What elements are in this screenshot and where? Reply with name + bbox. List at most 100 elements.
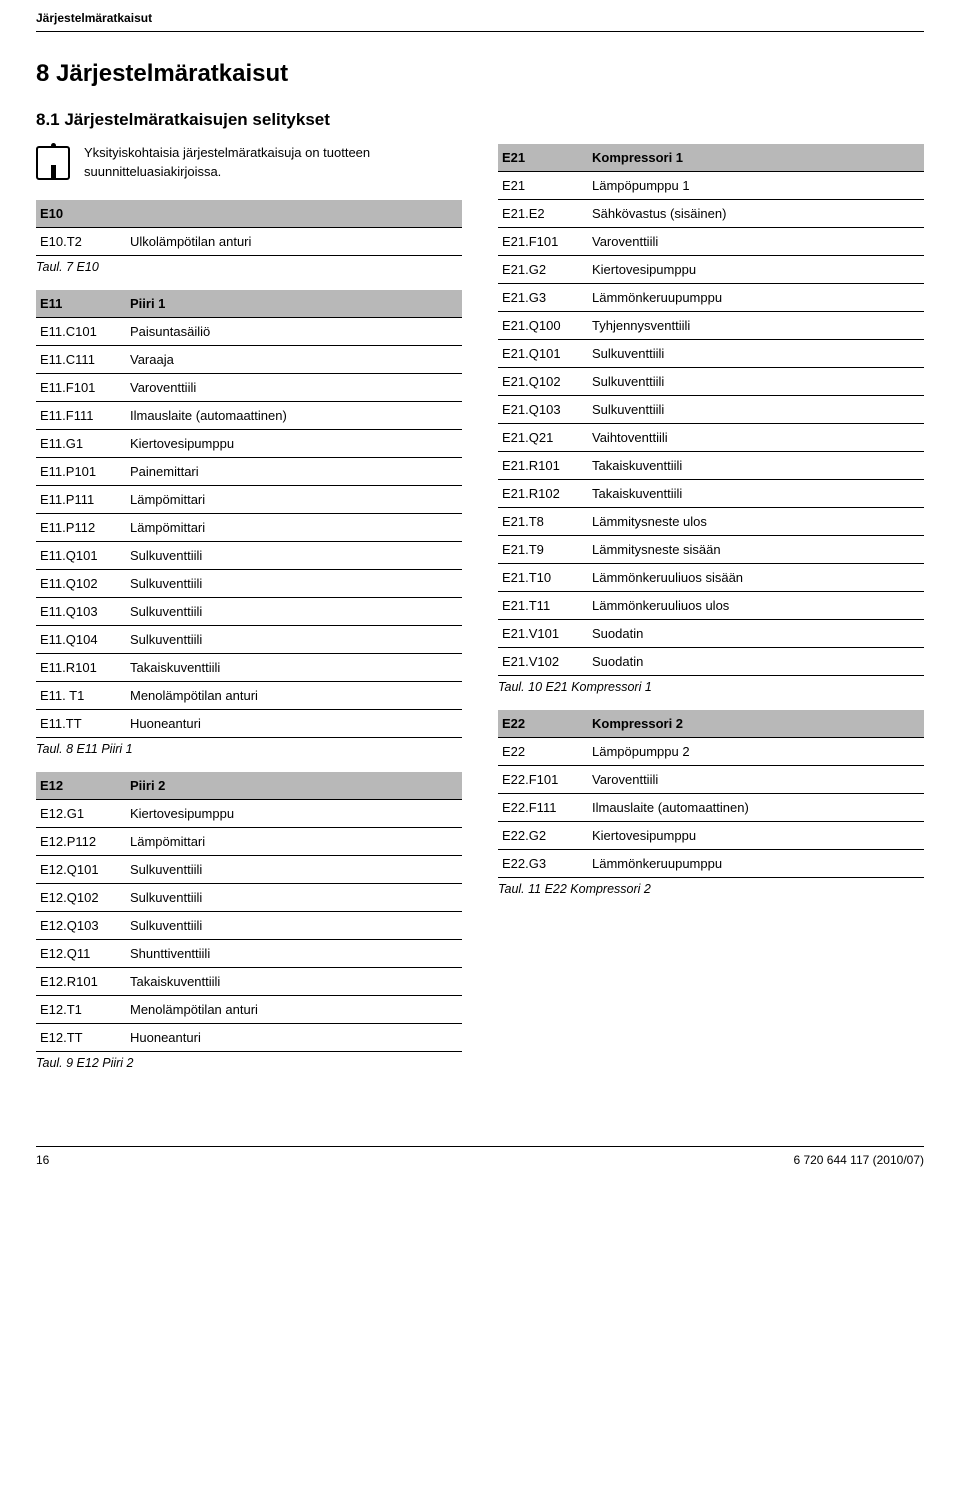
info-text: Yksityiskohtaisia järjestelmäratkaisuja … — [84, 144, 462, 182]
table-cell: E21.G2 — [498, 256, 588, 284]
table-row: E11.F101Varoventtiili — [36, 373, 462, 401]
table-cell: Varaaja — [126, 345, 462, 373]
table-header-row: E22Kompressori 2 — [498, 710, 924, 738]
table-cell: Lämmönkeruupumppu — [588, 284, 924, 312]
table-cell: E11.C111 — [36, 345, 126, 373]
content-columns: Yksityiskohtaisia järjestelmäratkaisuja … — [36, 144, 924, 1086]
table-row: E10.T2 Ulkolämpötilan anturi — [36, 227, 462, 255]
table-row: E11.P101Painemittari — [36, 457, 462, 485]
table-header-cell: E11 — [36, 290, 126, 318]
table-cell: E11.P112 — [36, 513, 126, 541]
table-cell: Varoventtiili — [588, 228, 924, 256]
table-cell: Suodatin — [588, 620, 924, 648]
table-cell: E12.TT — [36, 1023, 126, 1051]
table-cell: E21.V102 — [498, 648, 588, 676]
table-cell: E12.R101 — [36, 967, 126, 995]
table-header-cell: Kompressori 2 — [588, 710, 924, 738]
table-cell: E21.V101 — [498, 620, 588, 648]
table-header-cell: E10 — [36, 200, 126, 228]
table-caption: Taul. 7 E10 — [36, 260, 462, 274]
table-cell: E21.Q100 — [498, 312, 588, 340]
table-cell: E21.T9 — [498, 536, 588, 564]
table-cell: E12.Q11 — [36, 939, 126, 967]
table-cell: E10.T2 — [36, 227, 126, 255]
table-cell: Kiertovesipumppu — [588, 822, 924, 850]
table-cell: Kiertovesipumppu — [588, 256, 924, 284]
table-cell: Lämmönkeruuliuos sisään — [588, 564, 924, 592]
table-cell: Varoventtiili — [126, 373, 462, 401]
table-cell: Takaiskuventtiili — [126, 653, 462, 681]
table-cell: E11.Q104 — [36, 625, 126, 653]
table-cell: E21.T11 — [498, 592, 588, 620]
table-cell: E11.TT — [36, 709, 126, 737]
table-row: E21.V102Suodatin — [498, 648, 924, 676]
info-icon — [36, 146, 70, 180]
table-cell: Menolämpötilan anturi — [126, 995, 462, 1023]
table-cell: Kiertovesipumppu — [126, 429, 462, 457]
table-row: E21Lämpöpumppu 1 — [498, 172, 924, 200]
table-row: E21.Q103Sulkuventtiili — [498, 396, 924, 424]
table-cell: E21.Q102 — [498, 368, 588, 396]
table-header-cell: E21 — [498, 144, 588, 172]
table-row: E12.Q101Sulkuventtiili — [36, 855, 462, 883]
table-cell: Lämpömittari — [126, 513, 462, 541]
heading-1: 8 Järjestelmäratkaisut — [36, 60, 924, 88]
table-e10-block: E10 E10.T2 Ulkolämpötilan anturi Taul. 7… — [36, 200, 462, 274]
table-caption: Taul. 9 E12 Piiri 2 — [36, 1056, 462, 1070]
table-row: E22.G2Kiertovesipumppu — [498, 822, 924, 850]
table-row: E11.Q103Sulkuventtiili — [36, 597, 462, 625]
table-cell: Sulkuventtiili — [126, 569, 462, 597]
table-row: E12.Q103Sulkuventtiili — [36, 911, 462, 939]
table-row: E11.C101Paisuntasäiliö — [36, 317, 462, 345]
page: Järjestelmäratkaisut 8 Järjestelmäratkai… — [0, 0, 960, 1191]
table-caption: Taul. 11 E22 Kompressori 2 — [498, 882, 924, 896]
table-cell: Sulkuventtiili — [126, 911, 462, 939]
table-cell: E11.Q101 — [36, 541, 126, 569]
table-row: E11.Q104Sulkuventtiili — [36, 625, 462, 653]
table-cell: E21.F101 — [498, 228, 588, 256]
table-cell: Takaiskuventtiili — [588, 480, 924, 508]
table-cell: Lämmitysneste sisään — [588, 536, 924, 564]
table-row: E12.P112Lämpömittari — [36, 827, 462, 855]
table-cell: Varoventtiili — [588, 766, 924, 794]
table-e21: E21Kompressori 1E21Lämpöpumppu 1E21.E2Sä… — [498, 144, 924, 676]
table-row: E21.T8Lämmitysneste ulos — [498, 508, 924, 536]
table-row: E11.P112Lämpömittari — [36, 513, 462, 541]
table-header-row: E21Kompressori 1 — [498, 144, 924, 172]
table-row: E21.G3Lämmönkeruupumppu — [498, 284, 924, 312]
table-cell: Lämmitysneste ulos — [588, 508, 924, 536]
table-row: E22.G3Lämmönkeruupumppu — [498, 850, 924, 878]
table-row: E22.F101Varoventtiili — [498, 766, 924, 794]
table-cell: E11.F111 — [36, 401, 126, 429]
table-cell: Lämpömittari — [126, 485, 462, 513]
table-cell: E21.T10 — [498, 564, 588, 592]
table-e11: E11Piiri 1E11.C101PaisuntasäiliöE11.C111… — [36, 290, 462, 738]
table-cell: E21.G3 — [498, 284, 588, 312]
table-cell: E22.G2 — [498, 822, 588, 850]
table-row: E21.T10Lämmönkeruuliuos sisään — [498, 564, 924, 592]
table-cell: Sulkuventtiili — [126, 883, 462, 911]
table-row: E21.F101Varoventtiili — [498, 228, 924, 256]
doc-id: 6 720 644 117 (2010/07) — [793, 1153, 924, 1167]
table-row: E11.C111Varaaja — [36, 345, 462, 373]
table-row: E11.F111Ilmauslaite (automaattinen) — [36, 401, 462, 429]
table-row: E21.Q100Tyhjennysventtiili — [498, 312, 924, 340]
table-cell: E21.Q101 — [498, 340, 588, 368]
table-cell: E11.G1 — [36, 429, 126, 457]
table-cell: E11.Q102 — [36, 569, 126, 597]
table-cell: Sulkuventtiili — [126, 855, 462, 883]
table-row: E11.Q102Sulkuventtiili — [36, 569, 462, 597]
table-row: E21.G2Kiertovesipumppu — [498, 256, 924, 284]
table-row: E11. T1Menolämpötilan anturi — [36, 681, 462, 709]
table-row: E21.R102Takaiskuventtiili — [498, 480, 924, 508]
table-cell: Sulkuventtiili — [588, 396, 924, 424]
table-header-row: E12Piiri 2 — [36, 772, 462, 800]
table-row: E22.F111Ilmauslaite (automaattinen) — [498, 794, 924, 822]
table-cell: Sulkuventtiili — [588, 340, 924, 368]
table-e10: E10 E10.T2 Ulkolämpötilan anturi — [36, 200, 462, 256]
table-header-cell: Kompressori 1 — [588, 144, 924, 172]
table-cell: E21.Q21 — [498, 424, 588, 452]
table-cell: Ilmauslaite (automaattinen) — [588, 794, 924, 822]
table-header-row: E10 — [36, 200, 462, 228]
table-header-row: E11Piiri 1 — [36, 290, 462, 318]
